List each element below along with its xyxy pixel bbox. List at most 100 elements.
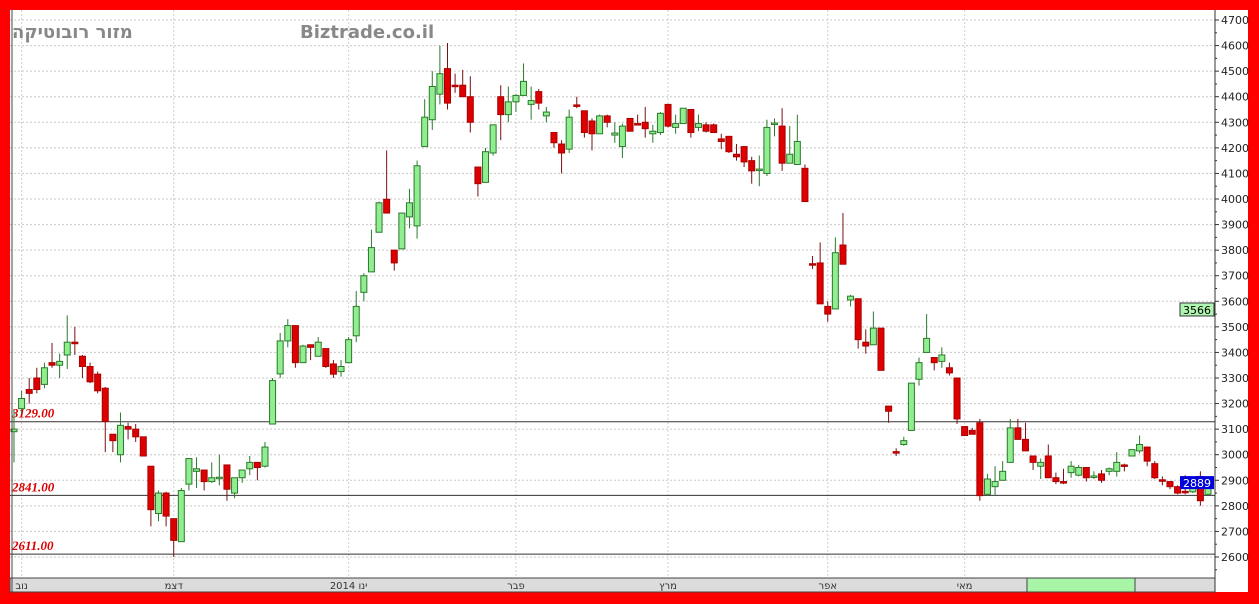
- candle-body-down: [976, 422, 984, 497]
- candle: [147, 465, 155, 527]
- candle-body-down: [839, 244, 847, 265]
- candle: [694, 114, 702, 132]
- support-resistance-levels: 3129.00 2841.00 2611.00: [10, 406, 1215, 555]
- candle-body-up: [10, 428, 18, 433]
- candle-body-up: [1006, 427, 1014, 463]
- candle-body-up: [185, 458, 193, 485]
- candle-body-up: [831, 252, 839, 310]
- y-tick-label: 4500: [1221, 65, 1249, 78]
- candle-body-down: [291, 325, 299, 364]
- y-tick-label: 4200: [1221, 142, 1249, 155]
- candle: [1052, 472, 1060, 485]
- candle-body-up: [656, 112, 664, 134]
- instrument-name: מזור רובוטיקה: [12, 22, 133, 43]
- candle: [299, 344, 307, 364]
- candle: [307, 344, 315, 361]
- candle: [124, 422, 132, 440]
- candle: [238, 469, 246, 483]
- candle-body-up: [261, 446, 269, 467]
- candle: [1037, 458, 1045, 480]
- y-tick-label: 3100: [1221, 423, 1249, 436]
- candle: [360, 273, 368, 302]
- candle-body-up: [1067, 465, 1075, 474]
- candle-body-down: [626, 117, 634, 132]
- candle: [428, 71, 436, 130]
- candle: [1044, 444, 1052, 479]
- candle: [588, 118, 596, 151]
- candle-body-down: [383, 198, 391, 214]
- candle-body-down: [1060, 481, 1068, 484]
- candle: [710, 123, 718, 134]
- candle-body-down: [603, 115, 611, 123]
- x-month-label: ינו 2014: [330, 581, 368, 592]
- candle: [1128, 449, 1136, 457]
- x-axis: נוב דצמ ינו 2014 פבר מרץ אפר מאי: [9, 10, 1216, 593]
- candle: [983, 473, 991, 496]
- candle-body-down: [162, 492, 170, 517]
- candle-body-down: [854, 298, 862, 341]
- candle: [885, 405, 893, 423]
- candle-body-up: [1113, 461, 1121, 472]
- candle-body-up: [360, 275, 368, 293]
- candle: [1120, 463, 1128, 472]
- candle-body-up: [694, 123, 702, 128]
- candle-body-down: [809, 263, 817, 266]
- candle-body-up: [413, 165, 421, 227]
- y-tick-label: 3600: [1221, 295, 1249, 308]
- candle: [877, 327, 885, 371]
- candle-body-up: [527, 100, 535, 105]
- y-tick-label: 3000: [1221, 449, 1249, 462]
- candle-body-down: [588, 120, 596, 135]
- candle: [132, 424, 140, 442]
- x-axis-highlight: [1026, 577, 1136, 593]
- candle: [25, 378, 33, 404]
- candle: [679, 107, 687, 125]
- candle-body-down: [550, 132, 558, 144]
- candle: [1075, 464, 1083, 477]
- candle-body-up: [299, 345, 307, 364]
- candle-body-down: [725, 135, 733, 153]
- y-tick-label: 3800: [1221, 244, 1249, 257]
- candle-body-up: [504, 101, 512, 116]
- candle-body-up: [276, 340, 284, 375]
- candle-body-down: [945, 367, 953, 374]
- candle-body-down: [953, 377, 961, 420]
- candle-body-up: [755, 168, 763, 172]
- candle: [786, 126, 794, 164]
- candle: [1082, 467, 1090, 482]
- candle: [193, 457, 201, 488]
- y-tick-label: 4400: [1221, 91, 1249, 104]
- candle-body-down: [687, 109, 695, 134]
- candle: [748, 156, 756, 184]
- candle: [999, 461, 1007, 481]
- candle-body-down: [717, 138, 725, 142]
- candle-body-up: [116, 424, 124, 456]
- candle: [116, 412, 124, 463]
- candle-body-up: [314, 341, 322, 357]
- candle: [33, 367, 41, 394]
- candle-body-up: [1037, 461, 1045, 467]
- candle: [261, 441, 269, 468]
- candle-body-down: [558, 143, 566, 154]
- candle-body-down: [641, 121, 649, 130]
- candle: [1143, 446, 1151, 467]
- candle-body-down: [1158, 479, 1166, 482]
- candle: [542, 106, 550, 123]
- candle: [375, 201, 383, 233]
- candle: [504, 86, 512, 123]
- candle-body-up: [18, 397, 26, 410]
- candle-body-down: [124, 426, 132, 430]
- candle: [938, 347, 946, 368]
- x-month-label: מאי: [957, 581, 973, 592]
- candle-body-down: [1098, 473, 1106, 481]
- candle-body-up: [786, 153, 794, 164]
- candle: [337, 360, 345, 377]
- candle: [824, 301, 832, 322]
- candle: [725, 135, 733, 153]
- candle-body-up: [915, 362, 923, 380]
- candle-body-down: [94, 373, 102, 392]
- candle: [596, 114, 604, 135]
- candle-body-up: [983, 478, 991, 495]
- candle: [177, 487, 185, 543]
- candle: [672, 114, 680, 134]
